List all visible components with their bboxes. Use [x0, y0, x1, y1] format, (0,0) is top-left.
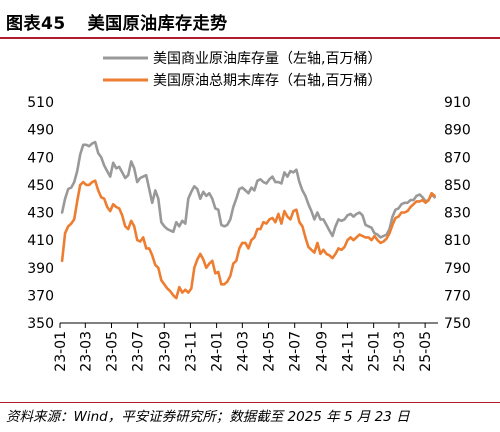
left-tick-label: 470 — [27, 150, 54, 166]
x-tick-label: 24-07 — [288, 331, 304, 372]
x-tick-label: 25-05 — [418, 331, 434, 372]
x-tick-label: 23-03 — [78, 331, 94, 372]
x-tick-label: 24-09 — [314, 331, 330, 372]
x-tick-label: 24-03 — [235, 331, 251, 372]
right-tick-label: 790 — [444, 261, 471, 277]
legend-label: 美国原油总期末库存（右轴,百万桶） — [153, 73, 381, 89]
left-tick-label: 390 — [27, 261, 54, 277]
figure-title: 图表45 美国原油库存走势 — [6, 9, 228, 34]
total-inventory-line — [60, 179, 436, 300]
right-tick-label: 850 — [444, 178, 471, 194]
x-tick-label: 23-09 — [157, 331, 173, 372]
right-tick-label: 870 — [444, 150, 471, 166]
figure-title-text: 美国原油库存走势 — [87, 14, 228, 34]
legend-label: 美国商业原油库存量（左轴,百万桶） — [153, 51, 381, 67]
right-tick-label: 830 — [444, 206, 471, 222]
right-tick-label: 750 — [444, 316, 471, 332]
x-tick-label: 23-05 — [104, 331, 120, 372]
x-tick-label: 24-05 — [262, 331, 278, 372]
title-divider — [0, 37, 500, 39]
right-axis: 750 770 790 810 830 850 870 890 910 — [444, 95, 471, 332]
source-note: 资料来源：Wind，平安证券研究所；数据截至 2025 年 5 月 23 日 — [6, 409, 410, 425]
x-axis: 23-01 23-03 23-05 23-07 23-09 23-11 24-01 24-03… — [53, 322, 438, 372]
x-tick-label: 25-01 — [367, 331, 383, 372]
left-axis: 350 370 390 410 430 450 470 490 510 — [27, 95, 54, 332]
x-tick-label: 23-07 — [131, 331, 147, 372]
x-tick-label: 24-01 — [210, 331, 226, 372]
left-tick-label: 450 — [27, 178, 54, 194]
left-tick-label: 350 — [27, 316, 54, 332]
inventory-line-chart: 350 370 390 410 430 450 470 490 510 750 770 790 810… — [27, 51, 471, 372]
figure-number: 图表45 — [6, 14, 66, 34]
x-tick-label: 23-11 — [183, 331, 199, 372]
right-tick-label: 890 — [444, 123, 471, 139]
left-tick-label: 430 — [27, 206, 54, 222]
left-tick-label: 370 — [27, 288, 54, 304]
x-tick-label: 23-01 — [53, 331, 69, 372]
left-tick-label: 490 — [27, 123, 54, 139]
legend: 美国商业原油库存量（左轴,百万桶） 美国原油总期末库存（右轴,百万桶） — [103, 51, 381, 89]
right-tick-label: 810 — [444, 233, 471, 249]
x-tick-label: 24-11 — [340, 331, 356, 372]
series-layer — [60, 140, 436, 300]
right-tick-label: 770 — [444, 288, 471, 304]
left-tick-label: 510 — [27, 95, 54, 111]
commercial-inventory-line — [60, 140, 436, 239]
source-divider — [0, 402, 500, 403]
x-tick-label: 25-03 — [392, 331, 408, 372]
left-tick-label: 410 — [27, 233, 54, 249]
right-tick-label: 910 — [444, 95, 471, 111]
